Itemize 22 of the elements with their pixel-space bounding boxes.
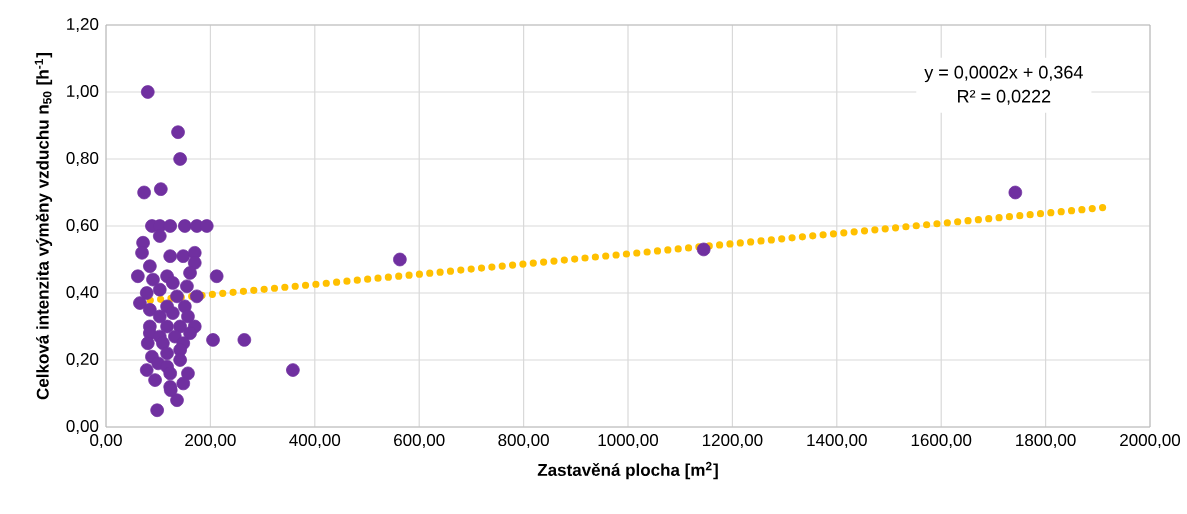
x-tick-label: 0,00	[90, 434, 122, 449]
y-tick-label: 1,00	[67, 84, 99, 100]
x-tick-label: 400,00	[289, 434, 341, 449]
annotation: R² = 0,0222	[958, 89, 1051, 105]
x-tick-label: 1800,00	[1016, 434, 1076, 449]
y-tick-label: 0,60	[66, 218, 99, 234]
x-tick-label: 2000,00	[1120, 434, 1181, 449]
x-tick-label: 800,00	[498, 434, 549, 449]
x-tick-label: 1000,00	[598, 434, 659, 449]
y-tick-label: 1,20	[67, 17, 99, 33]
x-tick-label: 1200,00	[702, 434, 763, 449]
y-tick-label: 0,40	[66, 285, 99, 301]
y-axis-title: Celková intenzita výměny vzduchu n$_{50}$ [h$^{-1}$]	[34, 52, 53, 400]
y-tick-label: 0,20	[66, 352, 99, 368]
x-axis-title: Zastavěná plocha [m$^{2}$]	[537, 461, 718, 480]
x-tick-label: 600,00	[394, 434, 445, 449]
x-tick-label: 1600,00	[911, 434, 972, 449]
annotation: y = 0,0002x + 0,364	[924, 65, 1083, 83]
x-tick-label: 200,00	[185, 434, 236, 449]
x-tick-label: 1400,00	[807, 434, 867, 449]
y-tick-label: 0,80	[66, 151, 99, 167]
y-tick-label: 0,00	[66, 419, 99, 435]
